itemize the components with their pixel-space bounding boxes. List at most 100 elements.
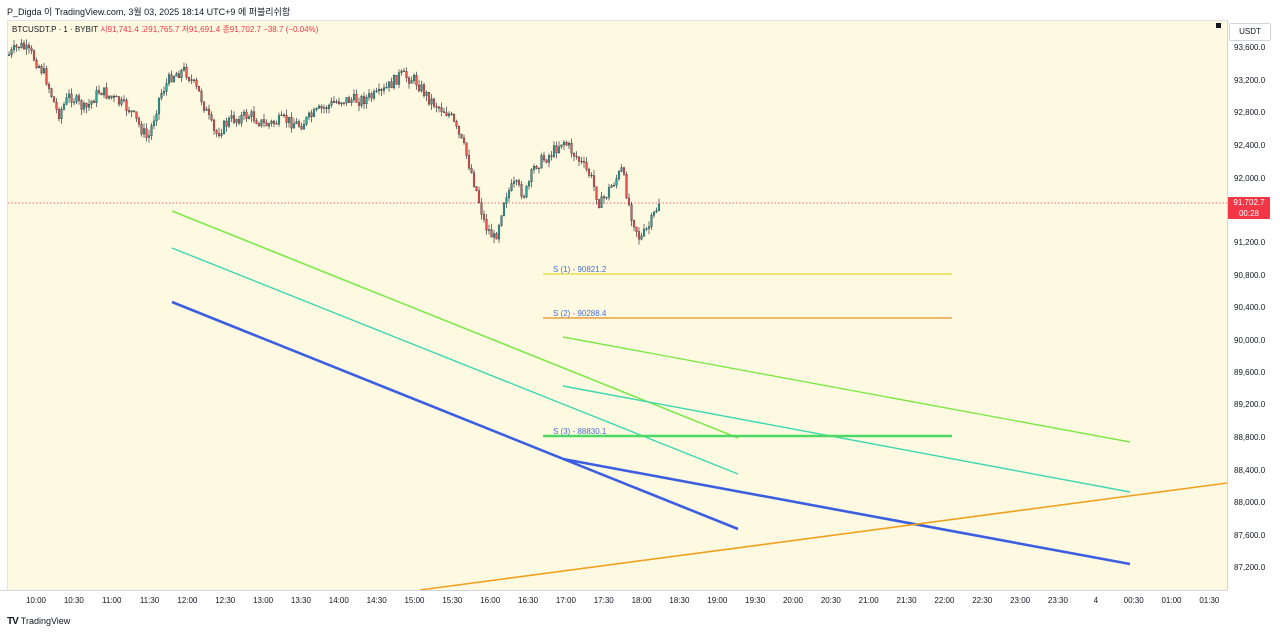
candle-body	[637, 231, 641, 240]
candle-body	[300, 126, 303, 130]
price-axis[interactable]	[1227, 20, 1280, 590]
candle-body	[485, 219, 488, 231]
time-axis-label: 12:00	[177, 596, 198, 605]
candle-body	[62, 104, 66, 110]
candle-body	[545, 159, 548, 163]
candle-body	[537, 167, 541, 169]
support-label-2: S (2) - 90288.4	[553, 309, 607, 318]
candle-body	[377, 89, 381, 92]
candle-body	[495, 233, 498, 240]
candle-body	[387, 81, 391, 88]
candle-body	[105, 87, 108, 99]
candle-body	[12, 45, 16, 50]
price-axis-label: 87,200.0	[1234, 563, 1266, 572]
candle-body	[237, 119, 241, 124]
time-axis-label: 10:00	[25, 596, 47, 605]
candle-body	[580, 160, 583, 163]
candle-body	[170, 74, 173, 82]
tradingview-brand[interactable]: TV TradingView	[7, 616, 70, 627]
time-axis-label: 20:30	[820, 596, 841, 605]
time-axis[interactable]	[0, 590, 1227, 611]
candle-body	[205, 108, 208, 111]
candle-body	[272, 120, 276, 124]
candle-body	[440, 107, 443, 112]
candle-body	[365, 97, 368, 105]
candle-body	[587, 169, 591, 176]
candle-body	[245, 111, 248, 119]
candle-body	[392, 75, 396, 89]
symbol-name[interactable]: BTCUSDT.P · 1 · BYBIT	[12, 25, 98, 34]
candle-body	[337, 101, 341, 105]
candle-body	[367, 93, 371, 98]
candle-body	[642, 229, 646, 237]
candle-body	[355, 94, 358, 103]
candle-body	[45, 68, 48, 85]
candle-body	[75, 95, 78, 103]
candle-body	[512, 181, 516, 184]
candles-group	[7, 39, 661, 245]
candle-body	[397, 72, 401, 85]
candle-body	[275, 123, 278, 125]
candle-body	[565, 142, 568, 146]
candle-body	[532, 166, 536, 170]
candle-body	[342, 102, 346, 104]
candle-body	[645, 228, 648, 230]
trendline-blue-1	[171, 300, 739, 531]
candle-body	[145, 128, 148, 138]
candle-body	[137, 118, 141, 125]
candle-body	[247, 116, 251, 119]
price-axis-label: 92,400.0	[1234, 141, 1266, 150]
candle-body	[195, 79, 198, 87]
candle-body	[542, 155, 546, 161]
candle-body	[165, 83, 168, 92]
candle-body	[405, 71, 408, 79]
time-axis-label: 19:30	[745, 596, 766, 605]
candle-body	[442, 111, 446, 113]
candle-body	[407, 77, 411, 84]
candle-body	[117, 96, 121, 105]
pane-menu-icon[interactable]	[1216, 23, 1221, 28]
candle-body	[297, 121, 301, 127]
candle-body	[110, 95, 113, 98]
candle-body	[262, 119, 266, 123]
candle-body	[385, 87, 388, 89]
candle-body	[162, 91, 166, 94]
candle-body	[597, 199, 601, 208]
ohlc-low: 저91,691.4	[181, 25, 221, 34]
price-axis-label: 88,400.0	[1234, 466, 1266, 475]
candle-body	[320, 105, 323, 109]
candle-body	[590, 174, 593, 177]
candle-body	[502, 202, 506, 216]
symbol-legend[interactable]: BTCUSDT.P · 1 · BYBIT 시91,741.4 고91,765.…	[12, 24, 318, 35]
candle-body	[35, 59, 38, 68]
candle-body	[150, 125, 153, 136]
candle-body	[332, 101, 336, 103]
candle-body	[177, 73, 181, 78]
candle-body	[622, 167, 626, 175]
candle-body	[402, 70, 406, 72]
candle-body	[22, 42, 26, 50]
candle-body	[572, 152, 576, 157]
candle-body	[535, 166, 538, 169]
tradingview-logo-icon: TV	[7, 616, 19, 627]
candle-body	[65, 97, 68, 105]
candle-body	[40, 66, 43, 74]
candle-body	[282, 114, 286, 116]
candle-body	[635, 226, 638, 232]
candle-body	[425, 92, 428, 96]
candle-body	[280, 114, 283, 116]
candle-body	[182, 67, 186, 71]
candle-body	[240, 115, 243, 124]
candle-body	[552, 145, 556, 157]
candle-body	[417, 84, 421, 92]
candle-body	[335, 101, 338, 103]
candle-body	[510, 183, 513, 191]
candle-body	[422, 84, 426, 96]
candle-body	[85, 102, 88, 108]
trendline-blue-2	[562, 457, 1131, 566]
price-axis-label: 90,400.0	[1234, 303, 1266, 312]
currency-button[interactable]: USDT	[1229, 23, 1271, 41]
time-axis-label: 16:30	[518, 596, 539, 605]
time-axis-label: 17:00	[555, 596, 576, 605]
